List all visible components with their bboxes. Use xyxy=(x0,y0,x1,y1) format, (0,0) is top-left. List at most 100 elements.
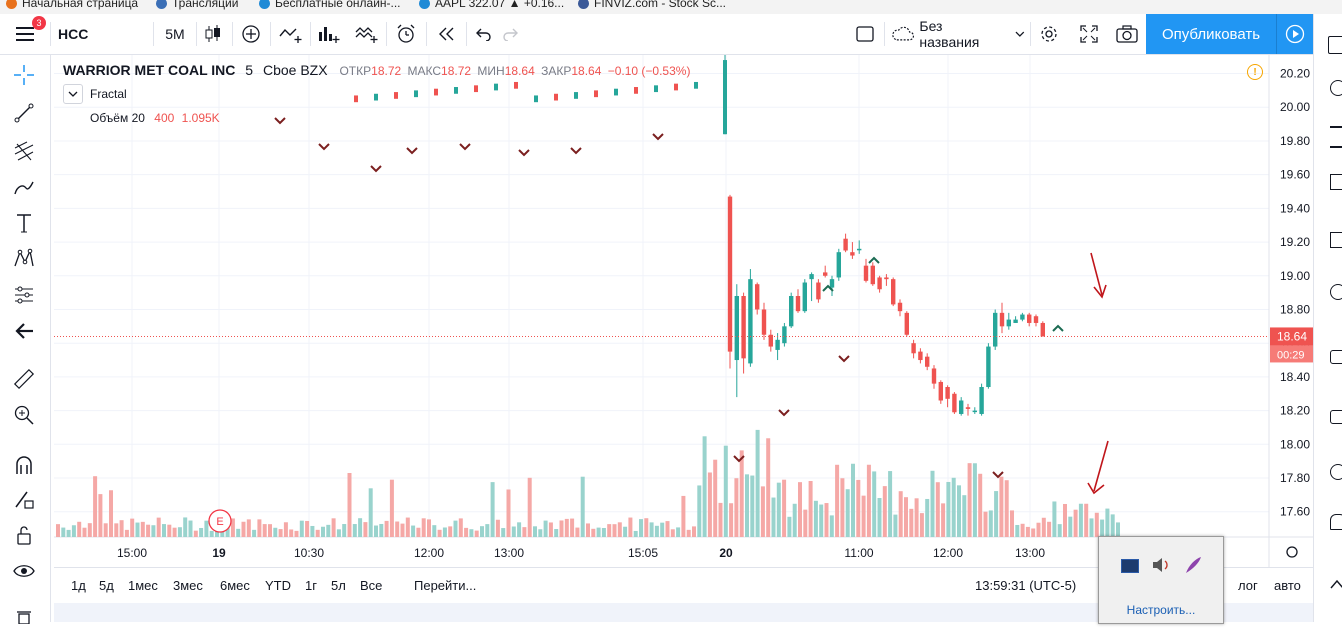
volume-bar xyxy=(914,498,919,537)
bookmark-item[interactable]: FINVIZ.com - Stock Sc... xyxy=(578,0,726,10)
range-button[interactable]: 1г xyxy=(305,578,317,593)
templates-icon[interactable] xyxy=(352,14,382,54)
axis-settings-icon[interactable] xyxy=(1286,546,1298,558)
undo-icon[interactable] xyxy=(470,14,496,54)
lock-icon[interactable] xyxy=(8,521,40,549)
volume-bar xyxy=(591,528,596,537)
bookmarks-bar: Начальная страница Трансляции Бесплатные о… xyxy=(0,0,1342,15)
arrow-left-icon[interactable] xyxy=(8,317,40,345)
bookmark-item[interactable]: AAPL 322.07 ▲ +0.16... xyxy=(419,0,564,10)
range-button[interactable]: 3мес xyxy=(173,578,203,593)
text-tool-icon[interactable] xyxy=(8,209,40,237)
warning-icon[interactable]: ! xyxy=(1247,64,1263,80)
volume-bar xyxy=(538,529,543,537)
zoom-icon[interactable] xyxy=(8,401,40,429)
trendline-icon[interactable] xyxy=(8,99,40,127)
volume-bar xyxy=(718,502,723,537)
range-button[interactable]: 1мес xyxy=(128,578,158,593)
crosshair-icon[interactable] xyxy=(8,61,40,89)
magnet-icon[interactable] xyxy=(8,451,40,479)
range-button[interactable]: 1д xyxy=(71,578,86,593)
time-zone-clock[interactable]: 13:59:31 (UTC-5) xyxy=(975,578,1077,593)
volume-bar xyxy=(347,473,352,537)
tray-configure-link[interactable]: Настроить... xyxy=(1126,603,1196,617)
time-tick-label: 15:00 xyxy=(117,546,147,560)
eye-icon[interactable] xyxy=(8,557,40,585)
layout-name-button[interactable]: Без названия xyxy=(890,14,1026,54)
range-button[interactable]: 6мес xyxy=(220,578,250,593)
volume-bar xyxy=(819,504,824,537)
prediction-icon[interactable] xyxy=(8,281,40,309)
range-button[interactable]: YTD xyxy=(265,578,291,593)
bookmark-item[interactable]: Начальная страница xyxy=(6,0,138,10)
log-scale-toggle[interactable]: лог xyxy=(1238,578,1258,593)
price-tick-label: 18.80 xyxy=(1280,302,1310,316)
lock-drawing-icon[interactable] xyxy=(8,485,40,513)
alerts-icon[interactable] xyxy=(1330,80,1342,96)
ideas-icon[interactable] xyxy=(1330,284,1342,300)
display-icon[interactable] xyxy=(1121,559,1139,573)
hamburger-menu-icon[interactable]: 3 xyxy=(8,14,46,54)
legend-collapse-button[interactable] xyxy=(63,84,83,104)
range-button[interactable]: 5л xyxy=(331,578,346,593)
price-candle xyxy=(986,346,991,388)
price-tick-label: 19.00 xyxy=(1280,269,1310,283)
indicator-volume-legend[interactable]: Объём 20 400 1.095K xyxy=(90,111,220,125)
auto-scale-toggle[interactable]: авто xyxy=(1274,578,1301,593)
data-window-icon[interactable] xyxy=(1330,126,1342,148)
earnings-marker[interactable] xyxy=(208,509,232,533)
volume-bar xyxy=(230,518,235,537)
interval-button[interactable]: 5M xyxy=(165,26,185,42)
fib-icon[interactable] xyxy=(8,137,40,165)
fractal-down-marker xyxy=(992,471,1004,479)
candles-icon[interactable] xyxy=(198,14,228,54)
hotlist-icon[interactable] xyxy=(1330,174,1342,190)
speaker-icon[interactable] xyxy=(1151,557,1171,578)
volume-bar xyxy=(342,524,347,537)
range-button[interactable]: Все xyxy=(360,578,383,593)
ruler-icon[interactable] xyxy=(8,365,40,393)
calendar-icon[interactable] xyxy=(1330,232,1342,248)
price-candle xyxy=(993,312,998,347)
redo-icon[interactable] xyxy=(498,14,524,54)
price-candle xyxy=(354,95,358,103)
indicators-icon[interactable] xyxy=(314,14,344,54)
publish-button[interactable]: Опубликовать xyxy=(1146,14,1276,54)
time-tick-label: 11:00 xyxy=(844,546,873,560)
gear-icon[interactable] xyxy=(1034,14,1064,54)
goto-date-button[interactable]: Перейти... xyxy=(414,578,477,593)
streams-icon[interactable] xyxy=(1330,464,1342,480)
alert-icon[interactable] xyxy=(392,14,422,54)
bookmark-label: Начальная страница xyxy=(22,0,139,10)
pattern-icon[interactable] xyxy=(8,245,40,273)
chat-public-icon[interactable] xyxy=(1330,410,1342,424)
symbol-search-button[interactable]: HCC xyxy=(58,26,89,42)
brush-icon[interactable] xyxy=(8,173,40,201)
indicator-fractal-label[interactable]: Fractal xyxy=(90,87,127,101)
volume-bar xyxy=(236,528,241,537)
fullscreen-icon[interactable] xyxy=(1074,14,1104,54)
compare-icon[interactable] xyxy=(276,14,306,54)
legend-ohlc: ОТКР18.72 МАКС18.72 МИН18.64 ЗАКР18.64 −… xyxy=(339,64,691,78)
plus-circle-icon[interactable] xyxy=(236,14,266,54)
bookmark-item[interactable]: Бесплатные онлайн-... xyxy=(259,0,401,10)
trash-icon[interactable] xyxy=(8,601,40,629)
collapse-up-icon[interactable] xyxy=(1330,576,1342,594)
volume-bar xyxy=(527,477,532,537)
volume-bar xyxy=(411,525,416,537)
watchlist-icon[interactable] xyxy=(1328,36,1342,54)
layout-icon[interactable] xyxy=(850,14,880,54)
price-candle xyxy=(789,296,794,327)
feather-icon[interactable] xyxy=(1183,555,1203,580)
play-icon[interactable] xyxy=(1276,14,1313,54)
volume-bar xyxy=(1004,480,1009,537)
bookmark-item[interactable]: Трансляции xyxy=(156,0,238,10)
volume-bar xyxy=(644,518,649,537)
price-chart[interactable]: 20.20 20.00 19.80 19.60 19.40 19.20 19.00 18.80… xyxy=(54,55,1313,567)
notifications-icon[interactable] xyxy=(1330,514,1342,530)
camera-icon[interactable] xyxy=(1112,14,1142,54)
chat-icon[interactable] xyxy=(1330,350,1342,364)
range-button[interactable]: 5д xyxy=(99,578,114,593)
replay-icon[interactable] xyxy=(432,14,462,54)
volume-bar xyxy=(962,495,967,537)
